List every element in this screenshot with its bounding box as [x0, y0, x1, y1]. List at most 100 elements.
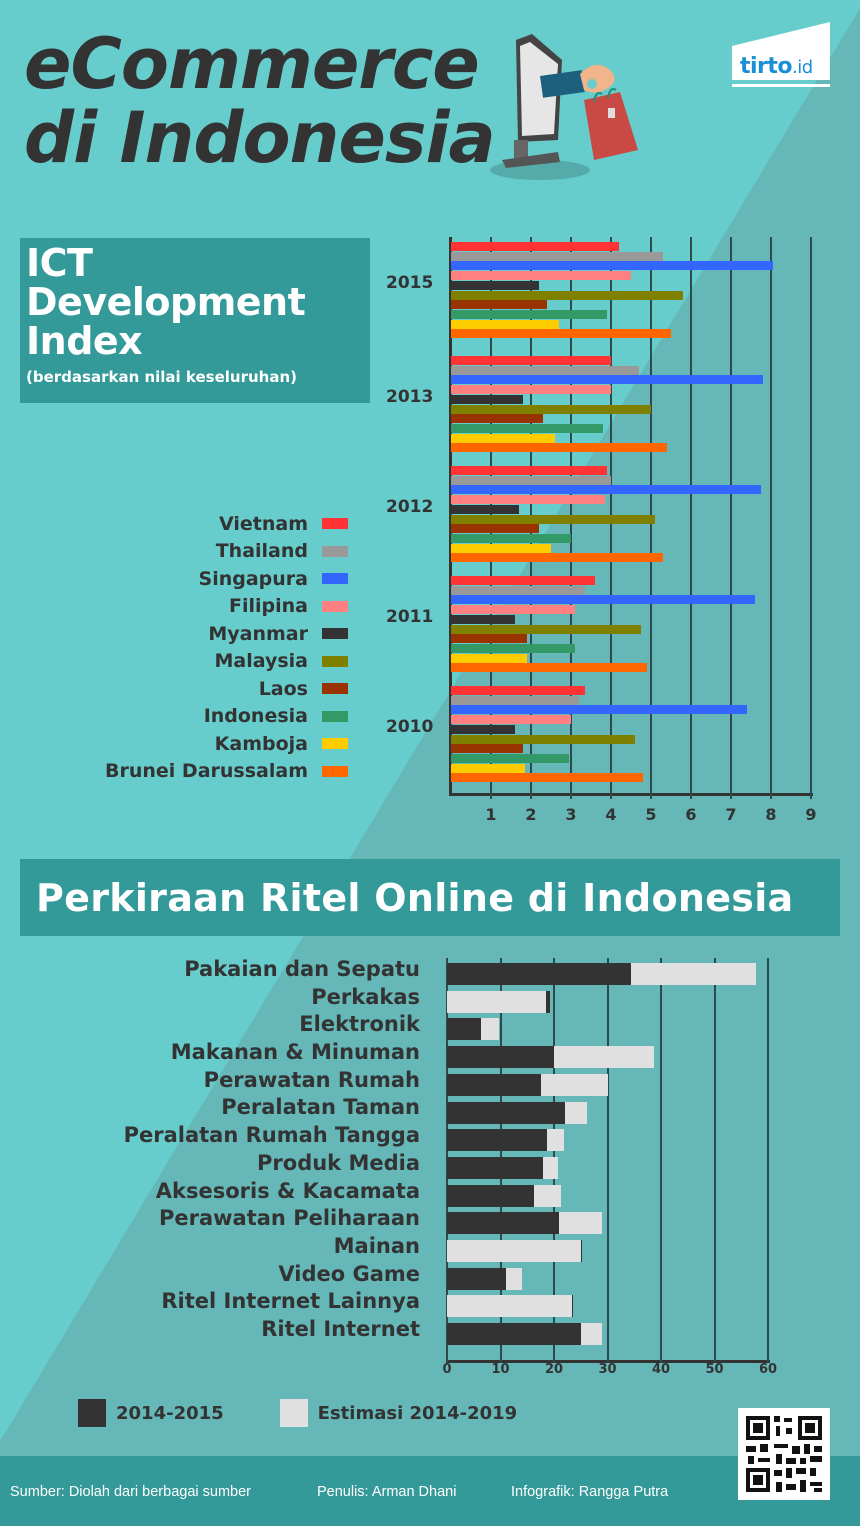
- year-label-2011: 2011: [386, 607, 434, 627]
- ict-x-tick-label: 1: [485, 805, 497, 824]
- ict-title-box: ICT Development Index (berdasarkan nilai…: [20, 238, 370, 403]
- ritel-bar-estimasi: [447, 1240, 581, 1262]
- legend-item-vietnam: Vietnam: [105, 510, 348, 538]
- ict-bar-2013-brunei-darussalam: [451, 443, 667, 453]
- ritel-category-label: Aksesoris & Kacamata: [155, 1178, 420, 1203]
- ritel-bar-2014-2015: [447, 1046, 554, 1069]
- ict-bar-2011-brunei-darussalam: [451, 663, 647, 673]
- ritel-gridline: [660, 958, 662, 1362]
- legend-label: Myanmar: [208, 622, 308, 645]
- ict-bar-2011-myanmar: [451, 614, 515, 624]
- ritel-bar-2014-2015: [447, 1073, 542, 1096]
- ict-bar-2011-singapura: [451, 595, 755, 605]
- ritel-category-label: Ritel Internet: [261, 1316, 420, 1341]
- ict-x-tick-label: 3: [565, 805, 577, 824]
- ritel-category-label: Perawatan Peliharaan: [158, 1206, 420, 1231]
- ritel-title-banner: Perkiraan Ritel Online di Indonesia: [20, 859, 840, 936]
- legend-item-filipina: Filipina: [105, 593, 348, 621]
- year-label-2012: 2012: [386, 497, 434, 517]
- legend-label: Malaysia: [214, 650, 308, 673]
- ritel-category-label: Produk Media: [257, 1150, 420, 1175]
- ict-bar-2010-vietnam: [451, 686, 585, 695]
- ritel-category-label: Peralatan Taman: [221, 1095, 420, 1120]
- ritel-x-tick-label: 60: [758, 1362, 778, 1377]
- ict-y-axis: [449, 237, 452, 795]
- ritel-category-label: Perawatan Rumah: [203, 1067, 420, 1092]
- ict-gridline: [730, 237, 732, 799]
- legend-label-estimasi: Estimasi 2014-2019: [317, 1402, 518, 1424]
- legend-swatch: [322, 710, 348, 722]
- ritel-category-label: Elektronik: [299, 1012, 420, 1037]
- ict-title-line: Index: [26, 319, 143, 363]
- ritel-bar-2014-2015: [447, 1018, 481, 1041]
- ritel-category-label: Peralatan Rumah Tangga: [123, 1123, 420, 1148]
- ict-x-tick-label: 6: [685, 805, 697, 824]
- footer: Sumber: Diolah dari berbagai sumber Penu…: [0, 1456, 860, 1526]
- tirto-logo[interactable]: tirto.id: [740, 54, 813, 79]
- year-label-2013: 2013: [386, 387, 434, 407]
- monitor-hand-shopping-bag-icon: [490, 34, 638, 180]
- legend-swatch-2014-2015: [78, 1399, 106, 1427]
- ritel-x-tick-label: 0: [442, 1362, 452, 1377]
- ict-bar-2010-myanmar: [451, 724, 515, 734]
- ritel-category-label: Perkakas: [311, 984, 420, 1009]
- ict-x-tick-label: 4: [605, 805, 617, 824]
- ritel-bar-chart: 0 10 20 30 40 50 60: [442, 950, 778, 1390]
- legend-item-laos: Laos: [105, 675, 348, 703]
- ict-x-tick-label: 2: [525, 805, 537, 824]
- legend-label: Filipina: [229, 595, 308, 618]
- ritel-category-labels: Pakaian dan Sepatu Perkakas Elektronik Maka…: [124, 956, 420, 1344]
- legend-item-kamboja: Kamboja: [105, 730, 348, 758]
- ict-bar-2010-brunei-darussalam: [451, 773, 643, 783]
- ict-bar-2013-laos: [451, 414, 543, 424]
- logo-suffix: .id: [792, 57, 813, 78]
- ritel-gridline: [713, 958, 716, 1362]
- legend-swatch: [322, 738, 348, 750]
- ict-bar-2011-filipina: [451, 605, 575, 615]
- ict-bar-2012-vietnam: [451, 466, 607, 475]
- ict-subtitle: (berdasarkan nilai keseluruhan): [26, 368, 297, 386]
- ict-gridline: [770, 237, 772, 799]
- ict-bar-2015-malaysia: [451, 290, 683, 300]
- ict-bar-2012-kamboja: [451, 543, 551, 553]
- ict-bar-2015-brunei-darussalam: [451, 329, 671, 339]
- legend-item-brunei-darussalam: Brunei Darussalam: [105, 758, 348, 786]
- ict-bar-2011-vietnam: [451, 576, 595, 585]
- ict-x-tick-label: 7: [725, 805, 737, 824]
- tirto-logo-backdrop: [732, 22, 830, 87]
- footer-writer: Penulis: Arman Dhani: [317, 1484, 457, 1500]
- legend-item-myanmar: Myanmar: [105, 620, 348, 648]
- ict-bar-2013-thailand: [451, 365, 639, 375]
- legend-swatch: [322, 655, 348, 667]
- ict-bar-2012-indonesia: [451, 533, 571, 543]
- ict-legend: Vietnam Thailand Singapura Filipina Myanmar M…: [105, 510, 348, 785]
- ritel-bar-2014-2015: [447, 1267, 506, 1290]
- ict-bar-2015-laos: [451, 300, 547, 310]
- ict-bar-2015-thailand: [451, 251, 663, 261]
- ritel-gridline: [767, 958, 769, 1362]
- ritel-x-tick-label: 30: [598, 1362, 617, 1377]
- ict-bar-2010-indonesia: [451, 753, 569, 763]
- ritel-category-label: Makanan & Minuman: [170, 1040, 420, 1065]
- legend-label: Brunei Darussalam: [105, 760, 308, 783]
- ict-x-tick-label: 9: [805, 805, 817, 824]
- ict-bar-2010-laos: [451, 744, 523, 754]
- ict-x-axis: [449, 793, 813, 796]
- legend-swatch: [322, 545, 348, 557]
- ict-bar-chart: 1 2 3 4 5 6 7 8 9: [449, 237, 824, 837]
- ict-bar-2010-malaysia: [451, 734, 635, 744]
- main-title-line-1: eCommerce: [24, 23, 480, 105]
- ict-bar-2012-laos: [451, 524, 539, 534]
- year-label-2015: 2015: [386, 273, 434, 293]
- footer-source: Sumber: Diolah dari berbagai sumber: [10, 1484, 251, 1500]
- ritel-bar-2014-2015: [447, 1184, 535, 1207]
- ict-bar-2010-singapura: [451, 705, 747, 715]
- qr-code-icon[interactable]: [738, 1408, 830, 1500]
- ict-bar-2015-indonesia: [451, 309, 607, 319]
- ritel-category-label: Pakaian dan Sepatu: [184, 957, 420, 981]
- ict-bar-2013-singapura: [451, 375, 763, 385]
- legend-swatch: [322, 765, 348, 777]
- ritel-legend: 2014-2015 Estimasi 2014-2019: [78, 1399, 573, 1427]
- ict-bar-2013-indonesia: [451, 423, 603, 433]
- footer-designer: Infografik: Rangga Putra: [511, 1484, 669, 1500]
